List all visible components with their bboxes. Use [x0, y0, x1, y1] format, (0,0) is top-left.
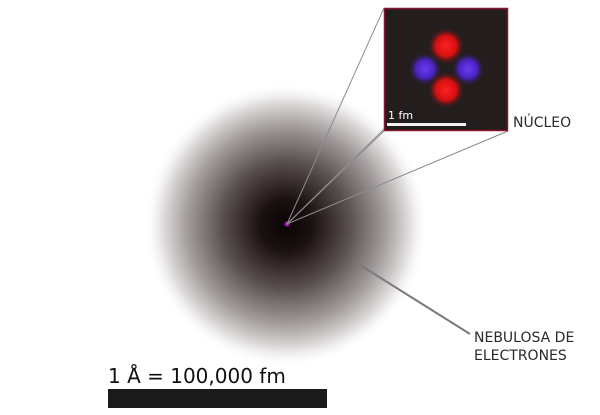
proton-particle	[427, 27, 465, 65]
inset-scale-bar	[387, 123, 466, 126]
inset-scale-label: 1 fm	[388, 109, 414, 122]
scale-bar	[108, 389, 327, 408]
nucleus-inset	[383, 7, 509, 132]
inset-pointer-line	[286, 7, 385, 225]
electron-cloud-label-line2: ELECTRONES	[474, 348, 567, 364]
inset-pointer-line	[286, 130, 509, 225]
scale-label: 1 Å = 100,000 fm	[108, 364, 286, 388]
electron-cloud-label: NEBULOSA DE ELECTRONES	[474, 329, 574, 365]
nucleus-label: NÚCLEO	[513, 115, 572, 131]
inset-border	[383, 7, 509, 132]
cloud-pointer-line	[359, 264, 471, 335]
proton-particle	[427, 71, 465, 109]
electron-cloud-label-line1: NEBULOSA DE	[474, 330, 575, 346]
